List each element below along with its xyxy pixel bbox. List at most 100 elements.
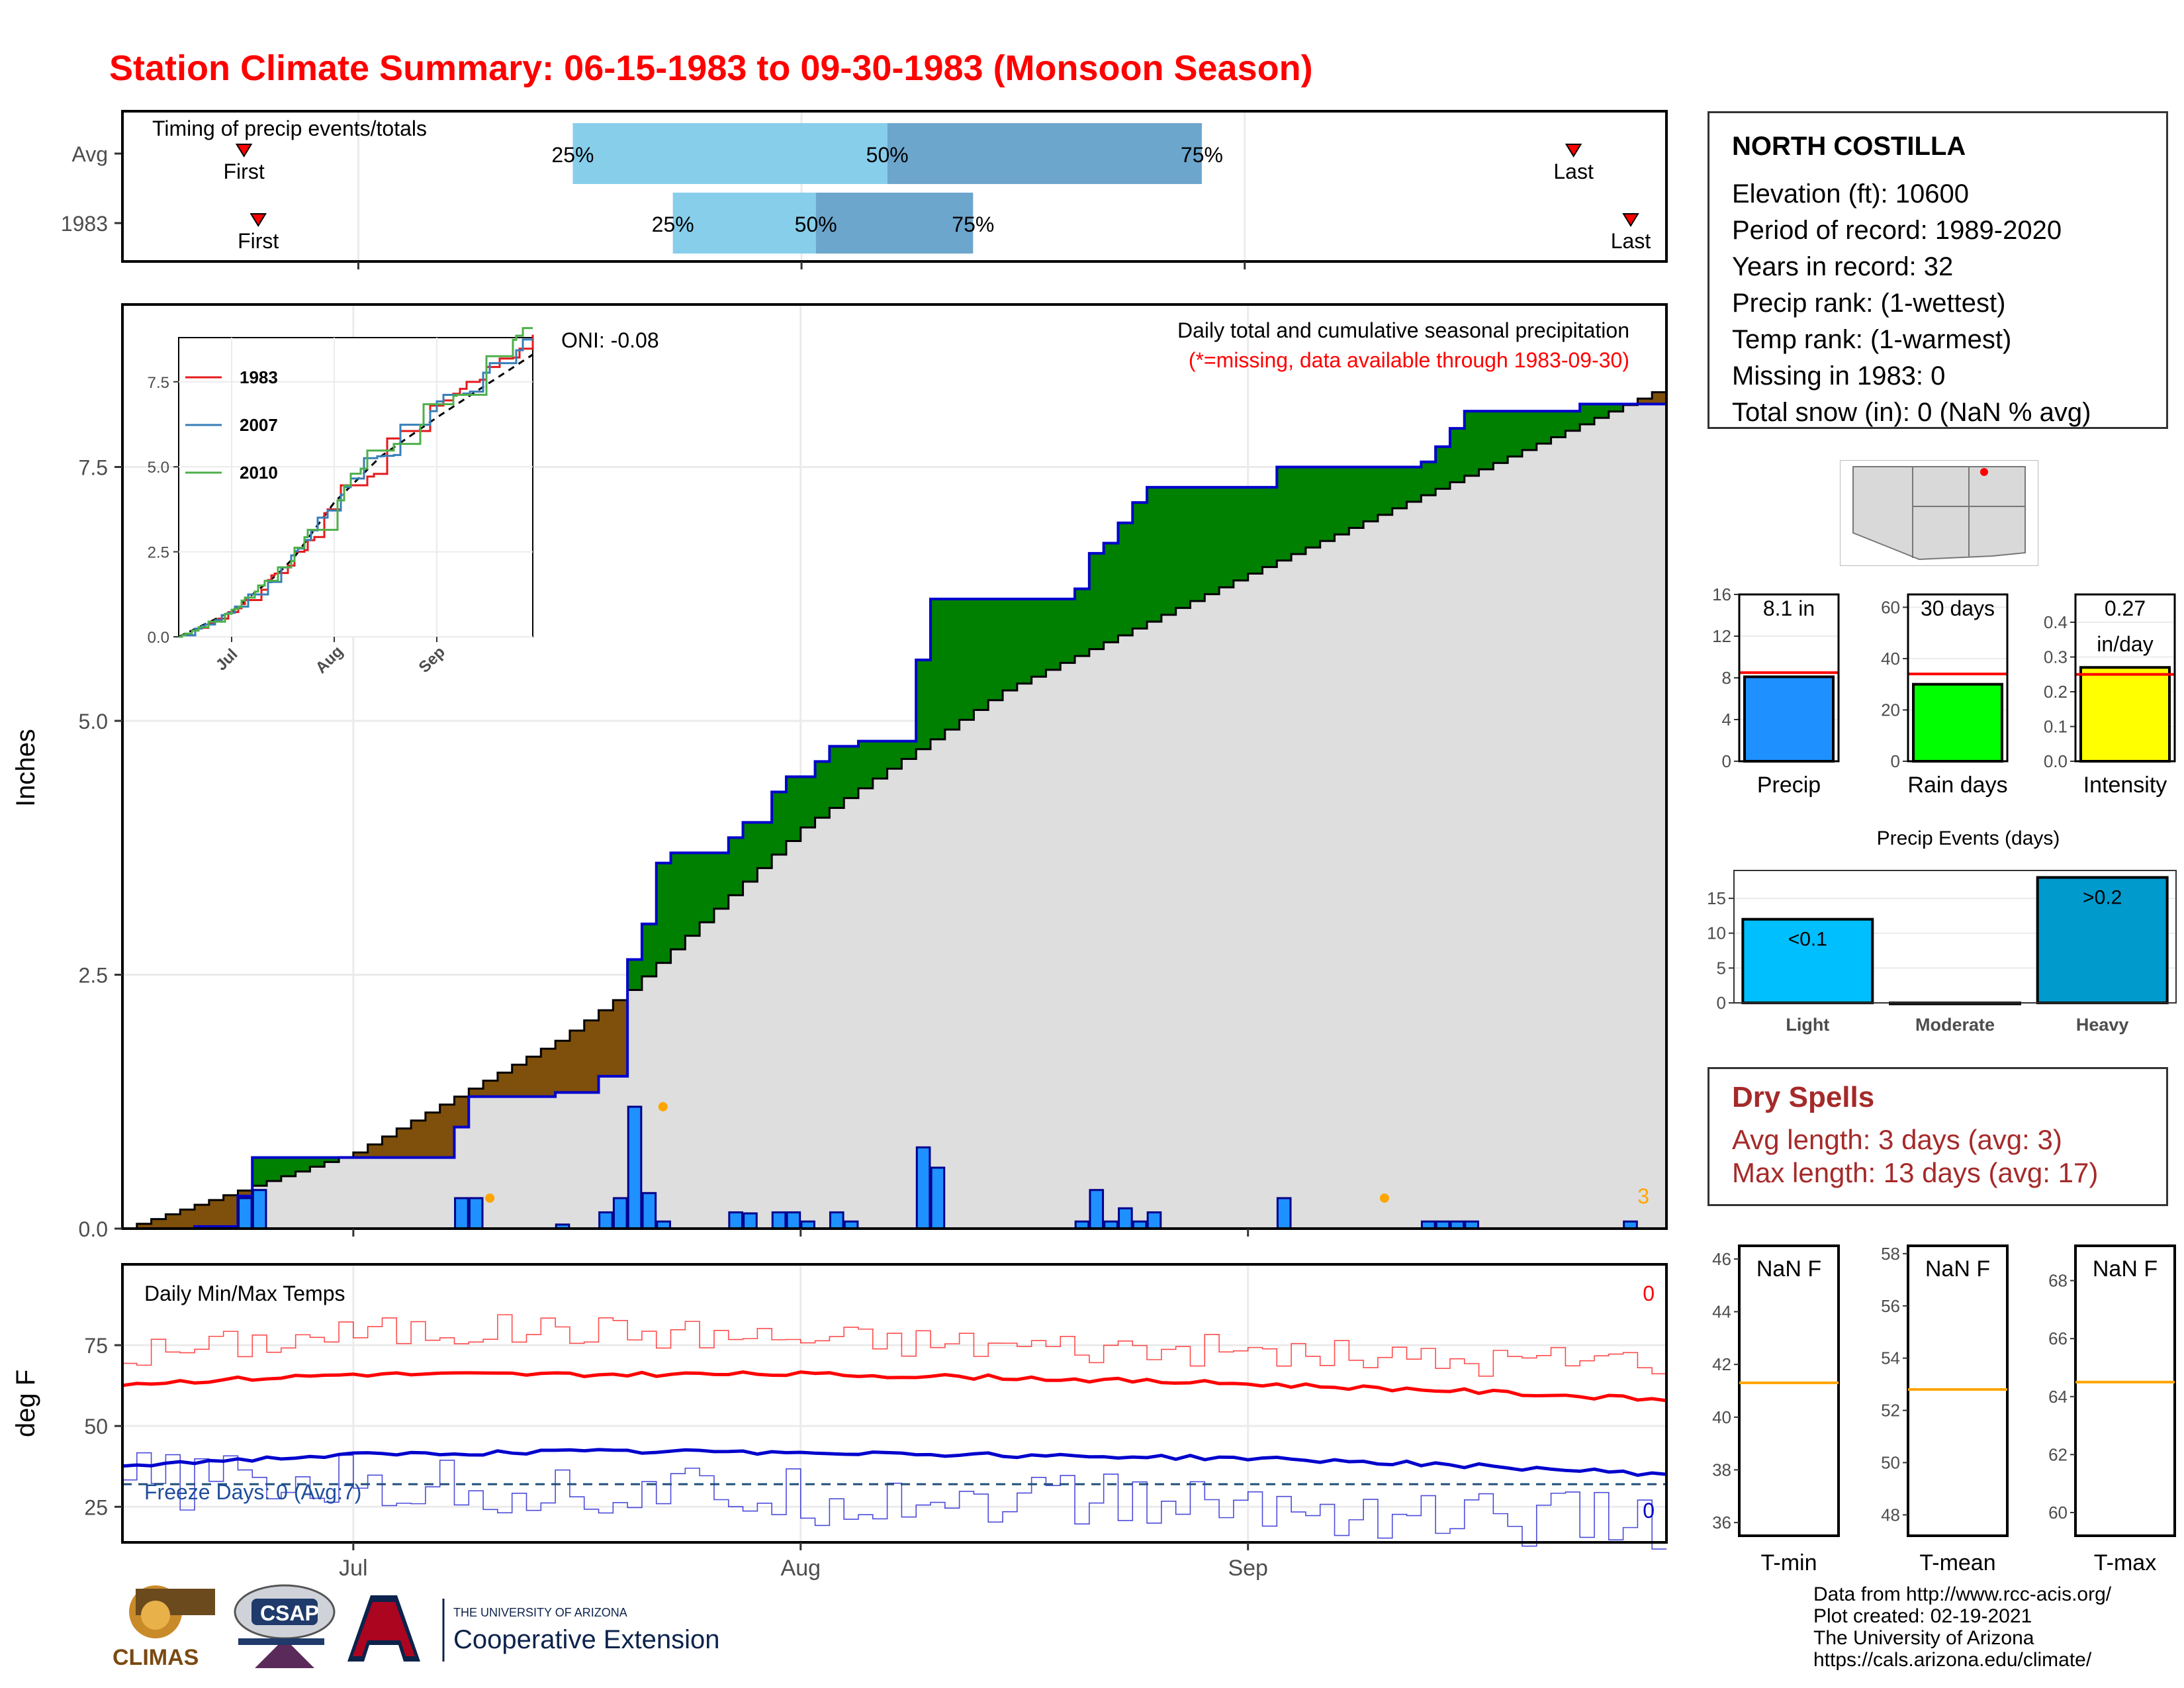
above-avg-segment	[872, 741, 888, 779]
cum-base-segment	[497, 1096, 513, 1229]
daily-precip-bar	[627, 1105, 643, 1230]
above-avg-segment	[1565, 411, 1580, 431]
oni-label: ONI: -0.08	[561, 328, 659, 352]
below-avg-segment	[469, 1088, 484, 1097]
precip-panel: Daily total and cumulative seasonal prec…	[11, 303, 1668, 1241]
timing-panel-label: Timing of precip events/totals	[152, 117, 427, 140]
below-avg-segment	[584, 1020, 600, 1093]
summary-bar	[1743, 675, 1835, 763]
credit-line: Data from http://www.rcc-acis.org/	[1813, 1583, 2112, 1605]
timing-row-label: 1983	[61, 212, 108, 236]
cum-base-segment	[800, 827, 816, 1229]
cum-base-segment	[1623, 404, 1638, 1229]
daily-precip-bar	[1118, 1207, 1133, 1230]
temp-panel-label: Daily Min/Max Temps	[144, 1282, 345, 1305]
above-avg-segment	[1479, 411, 1494, 470]
inset-ytick-label: 7.5	[148, 374, 169, 392]
below-avg-segment	[526, 1056, 541, 1097]
cum-base-segment	[1334, 534, 1349, 1229]
cum-base-segment	[844, 798, 859, 1229]
inset-bg	[178, 337, 533, 637]
below-avg-segment	[411, 1120, 426, 1158]
cum-base-segment	[670, 949, 686, 1229]
cum-base-segment	[1421, 495, 1436, 1229]
main-ytick-label: 2.5	[79, 963, 108, 987]
above-avg-segment	[887, 741, 903, 769]
above-avg-segment	[1277, 467, 1292, 561]
cum-base-segment	[916, 749, 931, 1229]
timing-frame	[121, 110, 1668, 263]
events-ytick-label: 15	[1707, 888, 1726, 908]
above-avg-segment	[1017, 598, 1032, 684]
tmin-count: 0	[1643, 1499, 1655, 1523]
daily-precip-bar	[743, 1212, 758, 1230]
summary-value-label: 8.1 in	[1763, 596, 1815, 620]
cum-base-segment	[310, 1166, 325, 1229]
cum-base-segment	[1190, 601, 1205, 1229]
cum-base-segment	[1464, 475, 1480, 1229]
cum-base-segment	[469, 1096, 484, 1229]
below-avg-segment	[1637, 399, 1653, 404]
cum-base-segment	[382, 1157, 397, 1229]
cum-base-segment	[526, 1096, 541, 1229]
cum-base-segment	[944, 729, 960, 1229]
above-avg-segment	[685, 853, 700, 936]
above-avg-segment	[974, 598, 989, 710]
temp-bar-ytick-label: 64	[2048, 1387, 2068, 1407]
cum-base-segment	[1536, 444, 1552, 1229]
cum-base-segment	[931, 739, 946, 1229]
station-line: Total snow (in): 0 (NaN % avg)	[1732, 398, 2091, 427]
temp-bar-value: NaN F	[1756, 1256, 1821, 1282]
summary-ytick-label: 20	[1881, 700, 1900, 720]
ua-logo: THE UNIVERSITY OF ARIZONA Cooperative Ex…	[347, 1595, 719, 1662]
below-avg-segment	[569, 1030, 585, 1093]
above-avg-segment	[829, 746, 844, 808]
events-bar-label: >0.2	[2083, 887, 2122, 909]
station-info-box: NORTH COSTILLA Elevation (ft): 10600 Per…	[1707, 111, 2168, 429]
summary-frame	[2074, 593, 2176, 763]
timing-p50: 50%	[795, 212, 837, 236]
summary-bars: 0 4 8 12 16 8.1 in Precip 0 20 40 60 30 days Rain da…	[1712, 585, 2176, 798]
cum-base-segment	[1262, 567, 1277, 1229]
above-avg-segment	[1377, 467, 1393, 515]
above-avg-segment	[757, 822, 772, 868]
temp-bar-ytick-label: 50	[1881, 1453, 1900, 1473]
temp-bar-ytick-label: 52	[1881, 1401, 1900, 1421]
below-avg-segment	[151, 1219, 167, 1229]
csap-logo: CSAP	[234, 1584, 336, 1668]
cum-base-segment	[584, 1092, 600, 1229]
cum-base-segment	[1522, 449, 1537, 1229]
above-avg-segment	[1392, 467, 1408, 508]
avg-cumulative-line	[122, 385, 1668, 1230]
above-avg-segment	[743, 822, 758, 882]
summary-value-label: 30 days	[1921, 596, 1995, 620]
above-avg-segment	[858, 741, 874, 788]
cum-base-segment	[1175, 608, 1191, 1229]
cum-base-segment	[1594, 418, 1610, 1229]
station-line: Elevation (ft): 10600	[1732, 179, 1969, 209]
main-caption: Daily total and cumulative seasonal prec…	[1177, 318, 1629, 342]
summary-ytick-label: 12	[1712, 626, 1731, 646]
cum-base-segment	[1089, 649, 1105, 1229]
precip-events-title: Precip Events (days)	[1877, 827, 2060, 849]
cum-base-segment	[367, 1157, 383, 1229]
ua-line1: THE UNIVERSITY OF ARIZONA	[453, 1606, 627, 1619]
cum-base-segment	[1046, 669, 1061, 1229]
cum-base-segment	[1508, 456, 1523, 1229]
first-marker	[235, 144, 253, 158]
temp-frame	[121, 1263, 1668, 1544]
above-avg-segment	[252, 1157, 267, 1186]
cum-base-segment	[1449, 482, 1465, 1229]
cum-base-segment	[1435, 489, 1451, 1229]
daily-precip-bar	[930, 1166, 946, 1230]
cum-base-segment	[598, 1076, 614, 1229]
temp-bar-ytick-label: 68	[2048, 1271, 2068, 1291]
above-avg-segment	[1435, 446, 1451, 489]
cum-base-segment	[1349, 528, 1364, 1229]
above-avg-segment	[728, 837, 744, 896]
above-avg-segment	[1103, 543, 1119, 643]
cum-base-segment	[1493, 463, 1508, 1229]
events-frame	[1733, 870, 2177, 1004]
above-avg-segment	[281, 1157, 296, 1176]
above-avg-segment	[1493, 411, 1508, 463]
